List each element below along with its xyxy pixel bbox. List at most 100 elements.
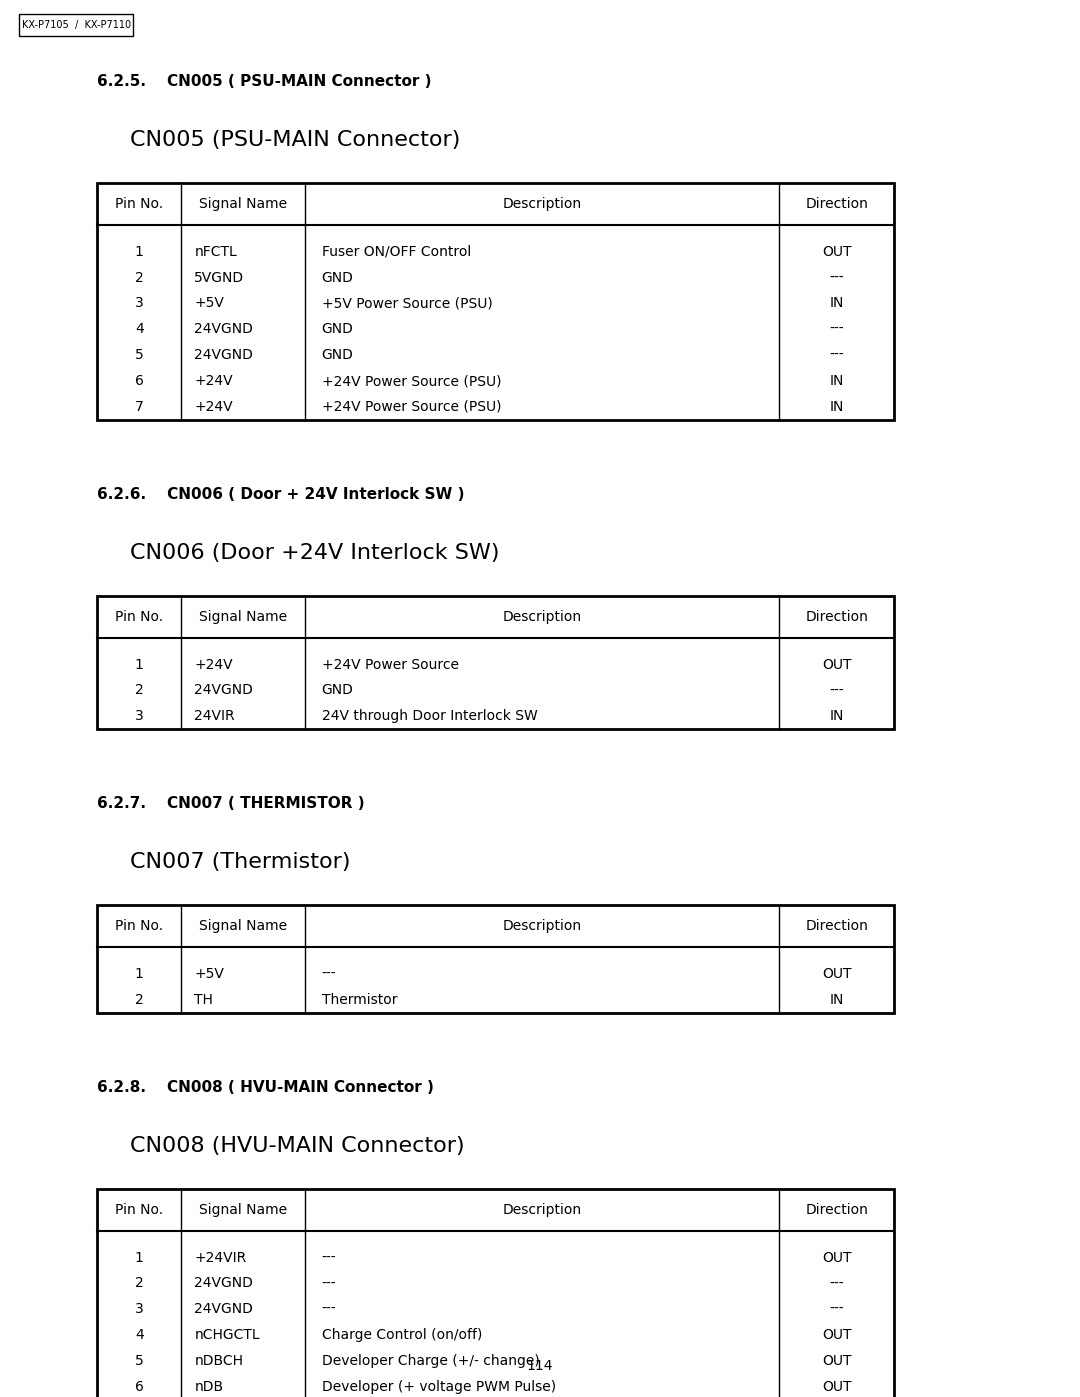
FancyBboxPatch shape <box>97 183 894 420</box>
Text: +5V Power Source (PSU): +5V Power Source (PSU) <box>322 296 492 310</box>
Text: 5VGND: 5VGND <box>194 271 244 285</box>
Text: 5: 5 <box>135 1354 144 1368</box>
Text: +5V: +5V <box>194 967 225 981</box>
Text: Pin No.: Pin No. <box>116 1203 163 1217</box>
Text: 2: 2 <box>135 683 144 697</box>
Text: Signal Name: Signal Name <box>200 919 287 933</box>
Text: OUT: OUT <box>822 1329 851 1343</box>
Text: 24VGND: 24VGND <box>194 348 253 362</box>
Text: GND: GND <box>322 683 353 697</box>
Text: ---: --- <box>829 1302 843 1316</box>
Text: Developer Charge (+/- change): Developer Charge (+/- change) <box>322 1354 539 1368</box>
Text: 24V through Door Interlock SW: 24V through Door Interlock SW <box>322 710 537 724</box>
Text: ---: --- <box>829 271 843 285</box>
Text: 114: 114 <box>527 1359 553 1373</box>
Text: ---: --- <box>829 683 843 697</box>
Text: Pin No.: Pin No. <box>116 609 163 624</box>
Text: OUT: OUT <box>822 1250 851 1264</box>
Text: Signal Name: Signal Name <box>200 609 287 624</box>
Text: 3: 3 <box>135 710 144 724</box>
Text: 6: 6 <box>135 1380 144 1394</box>
Text: +5V: +5V <box>194 296 225 310</box>
Text: KX-P7105  /  KX-P7110: KX-P7105 / KX-P7110 <box>22 20 131 31</box>
Text: 6: 6 <box>135 374 144 388</box>
Text: CN005 (PSU-MAIN Connector): CN005 (PSU-MAIN Connector) <box>130 130 460 149</box>
Text: +24V: +24V <box>194 374 233 388</box>
Text: nFCTL: nFCTL <box>194 244 237 258</box>
Text: +24V: +24V <box>194 658 233 672</box>
Text: OUT: OUT <box>822 1354 851 1368</box>
Text: 24VGND: 24VGND <box>194 683 253 697</box>
Text: TH: TH <box>194 993 213 1007</box>
Text: ---: --- <box>829 323 843 337</box>
Text: 2: 2 <box>135 993 144 1007</box>
Text: ---: --- <box>829 1277 843 1291</box>
Text: Pin No.: Pin No. <box>116 197 163 211</box>
Text: 2: 2 <box>135 1277 144 1291</box>
Text: IN: IN <box>829 400 843 414</box>
Text: +24V Power Source: +24V Power Source <box>322 658 459 672</box>
Text: Thermistor: Thermistor <box>322 993 397 1007</box>
Text: GND: GND <box>322 348 353 362</box>
Text: nCHGCTL: nCHGCTL <box>194 1329 260 1343</box>
Text: IN: IN <box>829 710 843 724</box>
FancyBboxPatch shape <box>97 1189 894 1397</box>
Text: +24VIR: +24VIR <box>194 1250 246 1264</box>
Text: 1: 1 <box>135 244 144 258</box>
Text: Direction: Direction <box>806 1203 868 1217</box>
Text: Signal Name: Signal Name <box>200 1203 287 1217</box>
Text: IN: IN <box>829 374 843 388</box>
Text: Pin No.: Pin No. <box>116 919 163 933</box>
Text: GND: GND <box>322 271 353 285</box>
Text: Description: Description <box>502 919 582 933</box>
Text: 4: 4 <box>135 323 144 337</box>
Text: OUT: OUT <box>822 967 851 981</box>
Text: 7: 7 <box>135 400 144 414</box>
Text: nDB: nDB <box>194 1380 224 1394</box>
Text: IN: IN <box>829 993 843 1007</box>
Text: 24VGND: 24VGND <box>194 323 253 337</box>
Text: ---: --- <box>829 348 843 362</box>
Text: +24V Power Source (PSU): +24V Power Source (PSU) <box>322 374 501 388</box>
FancyBboxPatch shape <box>97 597 894 729</box>
FancyBboxPatch shape <box>19 14 133 36</box>
Text: Description: Description <box>502 1203 582 1217</box>
Text: 24VGND: 24VGND <box>194 1277 253 1291</box>
Text: OUT: OUT <box>822 1380 851 1394</box>
Text: Charge Control (on/off): Charge Control (on/off) <box>322 1329 482 1343</box>
Text: Description: Description <box>502 197 582 211</box>
Text: 6.2.8.    CN008 ( HVU-MAIN Connector ): 6.2.8. CN008 ( HVU-MAIN Connector ) <box>97 1080 434 1095</box>
Text: CN006 (Door +24V Interlock SW): CN006 (Door +24V Interlock SW) <box>130 543 499 563</box>
Text: ---: --- <box>322 1277 336 1291</box>
Text: GND: GND <box>322 323 353 337</box>
Text: ---: --- <box>322 1302 336 1316</box>
Text: Direction: Direction <box>806 609 868 624</box>
Text: 5: 5 <box>135 348 144 362</box>
Text: Direction: Direction <box>806 919 868 933</box>
Text: 1: 1 <box>135 658 144 672</box>
Text: 2: 2 <box>135 271 144 285</box>
Text: nDBCH: nDBCH <box>194 1354 243 1368</box>
Text: Direction: Direction <box>806 197 868 211</box>
Text: 24VIR: 24VIR <box>194 710 235 724</box>
Text: ---: --- <box>322 1250 336 1264</box>
Text: 4: 4 <box>135 1329 144 1343</box>
Text: 6.2.6.    CN006 ( Door + 24V Interlock SW ): 6.2.6. CN006 ( Door + 24V Interlock SW ) <box>97 488 464 502</box>
Text: OUT: OUT <box>822 658 851 672</box>
Text: OUT: OUT <box>822 244 851 258</box>
Text: 6.2.5.    CN005 ( PSU-MAIN Connector ): 6.2.5. CN005 ( PSU-MAIN Connector ) <box>97 74 432 89</box>
Text: ---: --- <box>322 967 336 981</box>
Text: CN007 (Thermistor): CN007 (Thermistor) <box>130 852 350 872</box>
Text: 1: 1 <box>135 1250 144 1264</box>
Text: Developer (+ voltage PWM Pulse): Developer (+ voltage PWM Pulse) <box>322 1380 555 1394</box>
Text: Fuser ON/OFF Control: Fuser ON/OFF Control <box>322 244 471 258</box>
Text: +24V: +24V <box>194 400 233 414</box>
Text: 3: 3 <box>135 296 144 310</box>
Text: 1: 1 <box>135 967 144 981</box>
Text: 3: 3 <box>135 1302 144 1316</box>
Text: Description: Description <box>502 609 582 624</box>
Text: 6.2.7.    CN007 ( THERMISTOR ): 6.2.7. CN007 ( THERMISTOR ) <box>97 796 365 812</box>
Text: +24V Power Source (PSU): +24V Power Source (PSU) <box>322 400 501 414</box>
Text: CN008 (HVU-MAIN Connector): CN008 (HVU-MAIN Connector) <box>130 1136 464 1155</box>
Text: 24VGND: 24VGND <box>194 1302 253 1316</box>
